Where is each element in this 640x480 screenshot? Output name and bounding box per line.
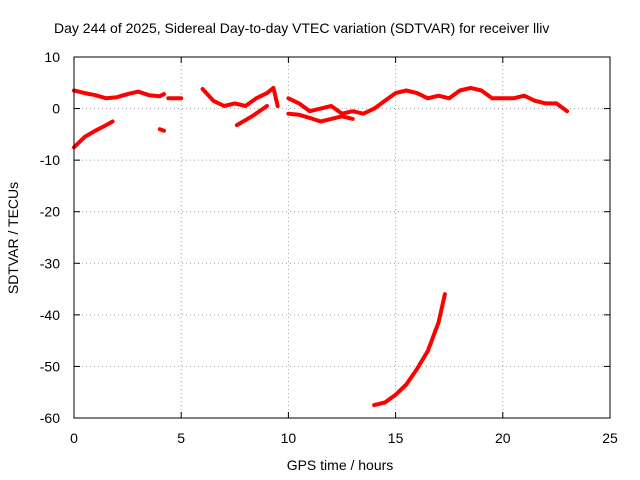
chart-title: Day 244 of 2025, Sidereal Day-to-day VTE… xyxy=(54,20,549,36)
y-tick-label: -10 xyxy=(40,152,60,168)
series-small-dip xyxy=(157,127,166,133)
y-tick-label: 0 xyxy=(52,101,60,117)
series-low-start-rise xyxy=(72,119,115,150)
y-tick-label: -30 xyxy=(40,255,60,271)
y-tick-label: 10 xyxy=(44,49,60,65)
y-tick-label: -50 xyxy=(40,358,60,374)
x-tick-label: 5 xyxy=(177,430,185,446)
x-tick-label: 0 xyxy=(70,430,78,446)
x-tick-labels: 0 5 10 15 20 25 xyxy=(70,430,618,446)
plot-frame xyxy=(73,56,611,419)
series-descending-streak xyxy=(234,104,269,128)
y-tick-label: -40 xyxy=(40,307,60,323)
y-tick-labels: -60 -50 -40 -30 -20 -10 0 10 xyxy=(40,49,60,426)
x-tick-label: 15 xyxy=(388,430,404,446)
series-band-mid-morning xyxy=(200,85,280,108)
series-steep-rise xyxy=(372,292,447,408)
y-tick-label: -60 xyxy=(40,410,60,426)
series-band-midday xyxy=(286,85,570,116)
data-traces xyxy=(72,85,570,408)
series-underside-streak xyxy=(286,111,355,124)
x-axis-label: GPS time / hours xyxy=(287,457,394,473)
y-axis-label: SDTVAR / TECUs xyxy=(5,182,21,294)
grid-lines xyxy=(74,57,610,418)
x-tick-label: 10 xyxy=(281,430,297,446)
x-tick-label: 20 xyxy=(495,430,511,446)
x-tick-label: 25 xyxy=(602,430,618,446)
axis-ticks xyxy=(73,56,611,419)
series-band-early-morning xyxy=(72,88,166,101)
y-tick-label: -20 xyxy=(40,204,60,220)
